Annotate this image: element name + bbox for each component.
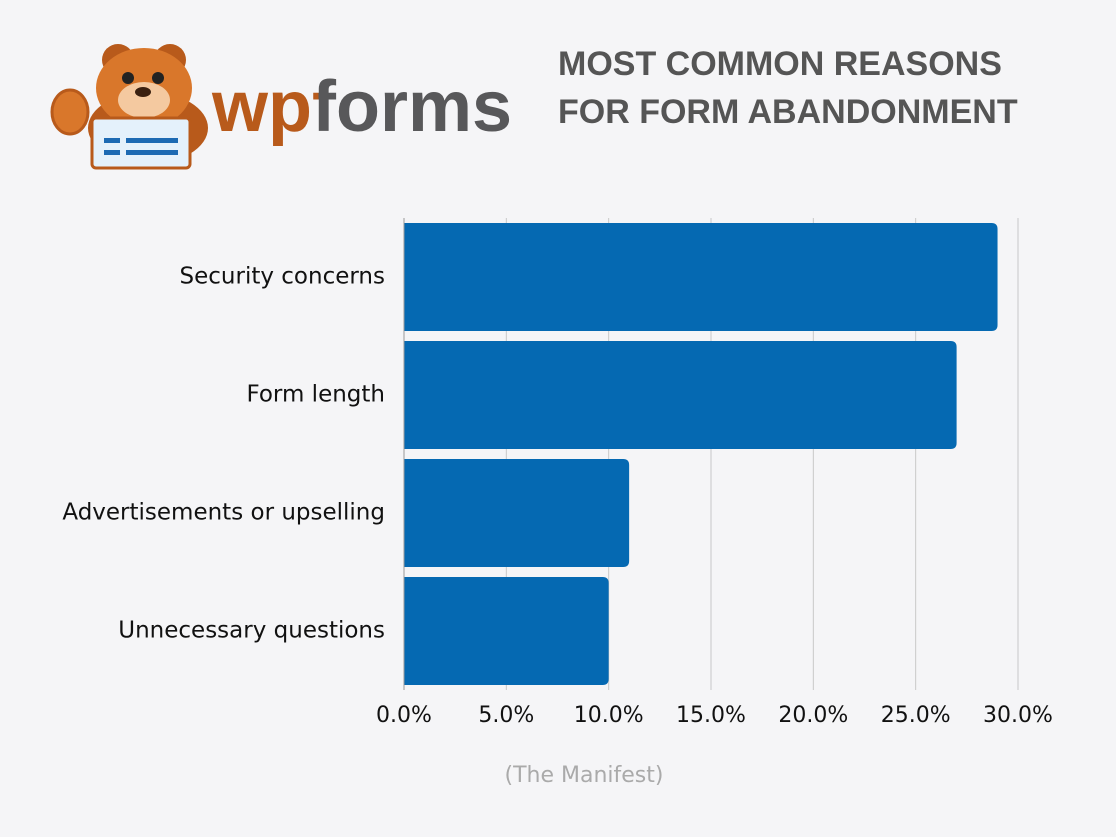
x-tick-label: 15.0%: [676, 703, 746, 728]
x-tick-label: 30.0%: [983, 703, 1053, 728]
y-tick-label: Unnecessary questions: [118, 618, 385, 644]
x-tick-label: 10.0%: [574, 703, 644, 728]
source-note: (The Manifest): [505, 763, 664, 788]
bar: [404, 223, 998, 331]
x-tick-label: 25.0%: [881, 703, 951, 728]
y-tick-label: Security concerns: [180, 264, 385, 290]
logo-bear: [50, 44, 208, 170]
x-tick-label: 0.0%: [376, 703, 432, 728]
x-tick-label: 20.0%: [778, 703, 848, 728]
chart-title: MOST COMMON REASONS FOR FORM ABANDONMENT: [558, 45, 1018, 131]
x-tick-label: 5.0%: [478, 703, 534, 728]
brand-logo-text: wpforms: [211, 67, 512, 147]
y-tick-label: Form length: [246, 382, 385, 408]
bar: [404, 459, 630, 567]
y-tick-label: Advertisements or upselling: [62, 500, 385, 526]
bar: [404, 577, 609, 685]
bar: [404, 341, 957, 449]
